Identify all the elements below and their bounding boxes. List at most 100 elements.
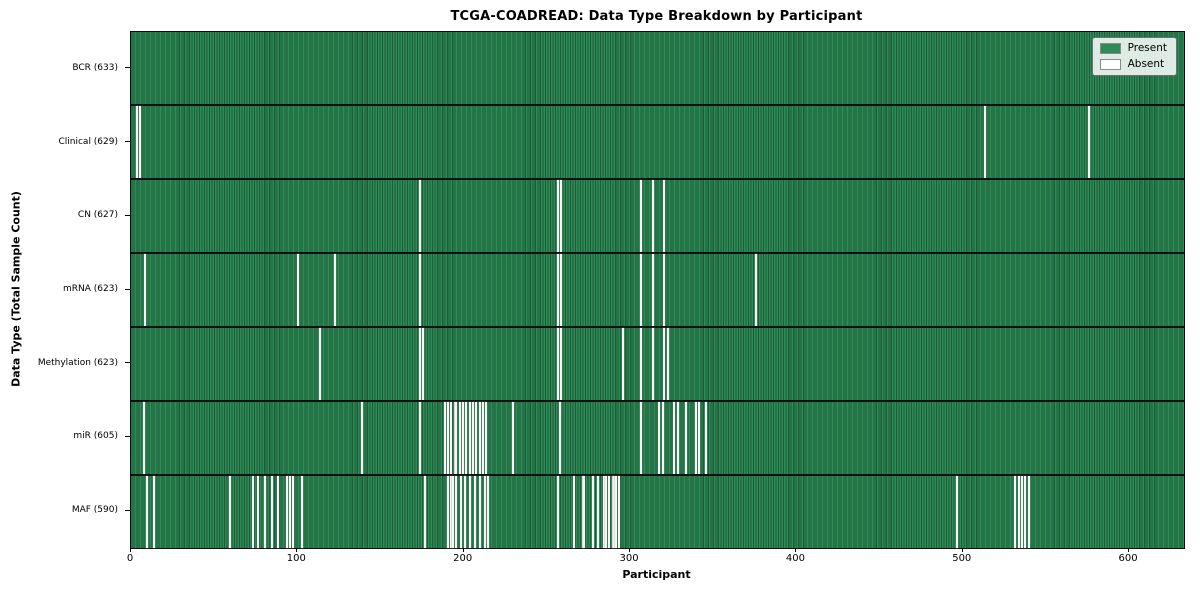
heatmap-row-mrna bbox=[131, 252, 1184, 326]
x-tick-mark bbox=[462, 548, 464, 552]
absent-stripe bbox=[418, 402, 421, 474]
absent-stripe bbox=[621, 328, 624, 400]
legend-item-present: Present bbox=[1099, 42, 1167, 54]
y-tick-mark bbox=[125, 141, 130, 143]
absent-stripe bbox=[640, 254, 643, 326]
absent-stripe bbox=[1020, 476, 1023, 548]
y-tick-mark bbox=[125, 435, 130, 437]
absent-stripe bbox=[292, 476, 295, 548]
present-swatch bbox=[1099, 43, 1121, 54]
absent-stripe bbox=[473, 476, 476, 548]
legend-item-absent: Absent bbox=[1099, 58, 1167, 70]
absent-stripe bbox=[651, 328, 654, 400]
y-tick-mark bbox=[125, 362, 130, 364]
absent-stripe bbox=[458, 402, 461, 474]
absent-stripe bbox=[560, 328, 563, 400]
y-tick-label: Clinical (629) bbox=[58, 136, 118, 147]
absent-stripe bbox=[618, 476, 621, 548]
absent-stripe bbox=[603, 476, 606, 548]
absent-stripe bbox=[418, 180, 421, 252]
x-tick-mark bbox=[795, 548, 797, 552]
absent-stripe bbox=[984, 106, 987, 178]
absent-stripe bbox=[447, 402, 450, 474]
absent-stripe bbox=[460, 476, 463, 548]
legend: Present Absent bbox=[1091, 37, 1177, 76]
absent-stripe bbox=[698, 402, 701, 474]
heatmap-row-mir bbox=[131, 400, 1184, 474]
absent-stripe bbox=[658, 402, 661, 474]
absent-stripe bbox=[640, 328, 643, 400]
absent-stripe bbox=[135, 106, 138, 178]
legend-label-present: Present bbox=[1127, 42, 1167, 54]
absent-stripe bbox=[684, 402, 687, 474]
absent-stripe bbox=[651, 254, 654, 326]
absent-stripe bbox=[144, 254, 147, 326]
heatmap-row-bcr bbox=[131, 32, 1184, 104]
absent-stripe bbox=[289, 476, 292, 548]
absent-stripe bbox=[453, 402, 456, 474]
x-tick-label: 500 bbox=[952, 553, 972, 564]
x-tick-mark bbox=[130, 548, 131, 552]
absent-stripe bbox=[663, 328, 666, 400]
y-tick-label: Methylation (623) bbox=[37, 357, 118, 368]
absent-stripe bbox=[640, 180, 643, 252]
absent-stripe bbox=[1014, 476, 1017, 548]
x-tick-label: 0 bbox=[126, 553, 134, 564]
absent-stripe bbox=[556, 254, 559, 326]
x-tick-label: 200 bbox=[453, 553, 473, 564]
absent-stripe bbox=[478, 402, 481, 474]
x-tick-mark bbox=[1128, 548, 1130, 552]
absent-stripe bbox=[511, 402, 514, 474]
absent-stripe bbox=[704, 402, 707, 474]
x-tick-label: 400 bbox=[785, 553, 805, 564]
absent-stripe bbox=[468, 402, 471, 474]
y-tick-mark bbox=[125, 214, 130, 216]
absent-stripe bbox=[447, 476, 450, 548]
chart-title: TCGA-COADREAD: Data Type Breakdown by Pa… bbox=[450, 9, 863, 24]
absent-stripe bbox=[475, 402, 478, 474]
absent-stripe bbox=[297, 254, 300, 326]
absent-stripe bbox=[277, 476, 280, 548]
absent-stripe bbox=[229, 476, 232, 548]
absent-stripe bbox=[333, 254, 336, 326]
absent-stripe bbox=[1027, 476, 1030, 548]
y-tick-labels: BCR (633) Clinical (629) CN (627) mRNA (623… bbox=[0, 31, 122, 547]
absent-stripe bbox=[956, 476, 959, 548]
absent-stripe bbox=[455, 476, 458, 548]
absent-stripe bbox=[318, 328, 321, 400]
absent-swatch bbox=[1099, 59, 1121, 70]
heatmap-row-clinical bbox=[131, 104, 1184, 178]
absent-stripe bbox=[450, 476, 453, 548]
plot-area: Present Absent bbox=[130, 31, 1185, 549]
absent-stripe bbox=[1017, 476, 1020, 548]
absent-stripe bbox=[257, 476, 260, 548]
absent-stripe bbox=[556, 476, 559, 548]
x-tick-label: 300 bbox=[619, 553, 639, 564]
heatmap-row-cn bbox=[131, 178, 1184, 252]
y-tick-label: CN (627) bbox=[77, 210, 118, 221]
absent-stripe bbox=[754, 254, 757, 326]
absent-stripe bbox=[573, 476, 576, 548]
y-tick-marks bbox=[125, 31, 130, 547]
absent-stripe bbox=[558, 402, 561, 474]
absent-stripe bbox=[676, 402, 679, 474]
absent-stripe bbox=[264, 476, 267, 548]
absent-stripe bbox=[285, 476, 288, 548]
absent-stripe bbox=[485, 402, 488, 474]
absent-stripe bbox=[483, 476, 486, 548]
x-tick-marks bbox=[130, 548, 1183, 553]
absent-stripe bbox=[139, 106, 142, 178]
y-tick-mark bbox=[125, 288, 130, 290]
absent-stripe bbox=[1087, 106, 1090, 178]
absent-stripe bbox=[152, 476, 155, 548]
x-tick-mark bbox=[629, 548, 631, 552]
absent-stripe bbox=[455, 402, 458, 474]
absent-stripe bbox=[482, 402, 484, 474]
heatmap-row-methylation bbox=[131, 326, 1184, 400]
absent-stripe bbox=[615, 476, 618, 548]
absent-stripe bbox=[591, 476, 594, 548]
absent-stripe bbox=[418, 328, 421, 400]
legend-label-absent: Absent bbox=[1127, 58, 1165, 70]
absent-stripe bbox=[462, 402, 465, 474]
